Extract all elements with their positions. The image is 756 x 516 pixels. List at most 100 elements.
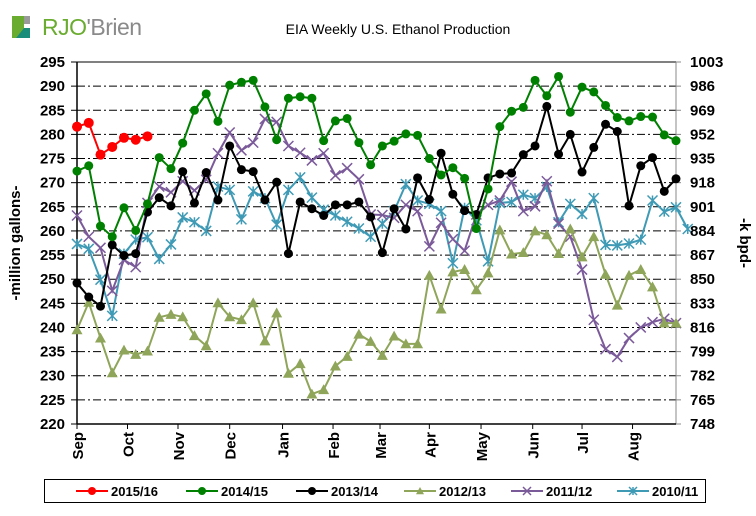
data-point [142, 199, 152, 209]
data-point [178, 138, 188, 148]
data-point [154, 193, 164, 203]
data-point [565, 107, 575, 117]
y-axis-title: -million gallons- [7, 185, 24, 300]
data-point [577, 82, 587, 92]
data-point [271, 307, 283, 318]
data-point [282, 184, 294, 196]
data-point [635, 234, 647, 246]
series-2012-13 [71, 223, 682, 399]
y-tick-label: 250 [40, 271, 65, 288]
data-point [354, 138, 364, 148]
series-2010-11 [71, 171, 694, 322]
data-point [271, 219, 283, 231]
data-point [200, 225, 212, 237]
data-point [588, 231, 600, 242]
data-point [588, 314, 600, 326]
data-point [636, 161, 646, 171]
data-point [294, 358, 306, 369]
data-point [460, 173, 470, 183]
data-point [189, 105, 199, 115]
y2-tick-label: 782 [690, 368, 715, 385]
data-point [142, 131, 153, 142]
legend-swatch-icon [617, 486, 649, 496]
data-point [94, 242, 107, 254]
y-tick-label: 295 [40, 54, 65, 71]
logo-teal-block [16, 28, 30, 38]
data-point [529, 200, 541, 212]
y-tick-label: 275 [40, 151, 65, 168]
data-point [659, 186, 669, 196]
y2-tick-label: 935 [690, 151, 715, 168]
data-point [329, 360, 341, 371]
data-point [400, 178, 412, 190]
data-point [225, 80, 235, 90]
data-point [107, 141, 118, 152]
data-point [447, 233, 459, 245]
data-point [589, 87, 599, 97]
data-point [119, 251, 129, 261]
legend-label: 2010/11 [652, 483, 699, 499]
data-point [83, 117, 94, 128]
legend-item: 2015/16 [75, 482, 158, 500]
data-point [648, 112, 658, 122]
data-point [247, 297, 259, 308]
data-point [623, 332, 635, 344]
x-tick-label: Jun [526, 432, 543, 459]
data-point [670, 317, 682, 328]
data-point [295, 197, 305, 207]
x-tick-label: May [474, 431, 491, 461]
data-point [177, 311, 189, 322]
data-point [541, 175, 553, 187]
data-point [178, 167, 188, 177]
data-point [623, 269, 635, 280]
data-point [413, 130, 423, 140]
data-point [119, 203, 129, 213]
data-point [341, 350, 353, 361]
data-point [131, 249, 141, 259]
logo-apostrophe: ' [86, 13, 91, 40]
data-point [377, 141, 387, 151]
data-point [83, 243, 95, 255]
data-point [201, 89, 211, 99]
data-point [294, 147, 306, 159]
data-point [517, 247, 529, 258]
legend-label: 2015/16 [111, 483, 158, 499]
data-point [153, 253, 165, 265]
data-point [130, 134, 141, 145]
data-point [224, 126, 236, 138]
data-point [107, 240, 117, 250]
y-tick-label: 270 [40, 175, 65, 192]
data-point [107, 232, 117, 242]
y2-tick-label: 969 [690, 102, 715, 119]
series-2015-16 [72, 117, 153, 160]
series-line [76, 102, 677, 309]
x-tick-label: Sep [70, 432, 87, 460]
y2-tick-label: 799 [690, 344, 715, 361]
data-point [599, 239, 612, 251]
legend-item: 2010/11 [616, 482, 698, 500]
data-point [623, 237, 635, 250]
y2-tick-label: 952 [690, 126, 715, 143]
data-point [624, 201, 634, 211]
data-point [483, 184, 493, 194]
series-group [71, 71, 694, 399]
data-point [376, 209, 388, 221]
data-point [647, 281, 659, 292]
data-point [365, 335, 377, 346]
y2-tick-label: 765 [690, 392, 715, 409]
data-point [248, 75, 258, 85]
data-point [636, 112, 646, 122]
data-point [507, 106, 517, 116]
data-point [282, 367, 294, 378]
data-point [83, 231, 95, 243]
x-tick-label: Nov [171, 431, 188, 460]
data-point [84, 292, 94, 302]
y-tick-label: 255 [40, 247, 65, 264]
x-tick-label: Feb [326, 432, 343, 459]
data-point [198, 487, 206, 495]
logo-text: RJO'Brien [42, 14, 142, 41]
data-point [353, 328, 365, 339]
data-point [436, 148, 446, 158]
data-point [224, 184, 236, 196]
logo-rjo: RJO [42, 13, 87, 40]
